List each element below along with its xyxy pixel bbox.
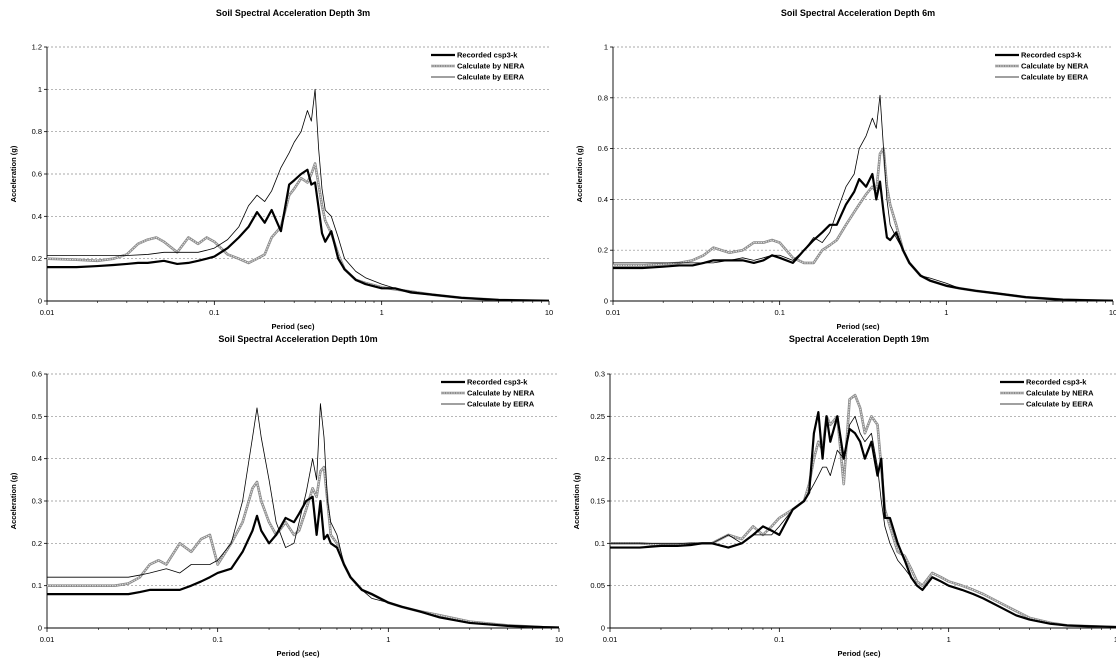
series-line-calculate-by-eera bbox=[613, 94, 1113, 301]
y-axis-label: Acceleration (g) bbox=[575, 145, 584, 202]
y-tick-label: 0 bbox=[601, 624, 605, 633]
legend-label: Calculate by NERA bbox=[467, 389, 535, 398]
x-tick-label: 1 bbox=[947, 635, 951, 644]
legend-label: Calculate by EERA bbox=[1021, 73, 1089, 82]
series-line-calculate-by-nera-hatch bbox=[47, 466, 559, 628]
series-line-recorded-csp3-k bbox=[613, 172, 1113, 301]
chart-title: Spectral Acceleration Depth 19m bbox=[789, 334, 929, 344]
chart-svg: Soil Spectral Acceleration Depth 6m 0 0.2 0… bbox=[575, 8, 1116, 331]
chart-depth-19m: Spectral Acceleration Depth 19m 0 0.05 0.1 0… bbox=[558, 332, 1116, 664]
x-tick-label: 0.1 bbox=[209, 308, 219, 317]
x-tick-label: 1 bbox=[380, 308, 384, 317]
y-axis-label: Acceleration (g) bbox=[9, 472, 18, 529]
series-line-calculate-by-nera-hatch bbox=[47, 162, 549, 301]
x-tick-label: 0.1 bbox=[212, 635, 222, 644]
y-tick-label: 0 bbox=[38, 624, 42, 633]
legend-label: Recorded csp3-k bbox=[1021, 51, 1082, 60]
y-tick-label: 0.5 bbox=[32, 412, 42, 421]
series-line-calculate-by-nera bbox=[47, 162, 549, 301]
chart-svg: Spectral Acceleration Depth 19m 0 0.05 0.1 0… bbox=[572, 334, 1116, 658]
chart-svg: Soil Spectral Acceleration Depth 10m 0 0.1… bbox=[9, 334, 563, 658]
y-tick-label: 1.2 bbox=[32, 43, 42, 52]
x-axis-label: Period (sec) bbox=[838, 649, 881, 658]
series-line-calculate-by-nera bbox=[47, 465, 559, 628]
series-line-calculate-by-nera-hatch bbox=[613, 148, 1113, 301]
x-tick-label: 0.01 bbox=[603, 635, 618, 644]
y-tick-label: 0.3 bbox=[595, 370, 605, 379]
series-line-recorded-csp3-k bbox=[47, 495, 559, 628]
legend-label: Calculate by NERA bbox=[457, 62, 525, 71]
legend-label: Calculate by EERA bbox=[1026, 400, 1094, 409]
x-tick-label: 0.01 bbox=[40, 308, 55, 317]
y-axis-label: Acceleration (g) bbox=[9, 145, 18, 202]
chart-svg: Soil Spectral Acceleration Depth 3m 0 0.2 0… bbox=[9, 8, 553, 331]
y-tick-label: 0.8 bbox=[598, 93, 608, 102]
y-tick-label: 0.1 bbox=[32, 581, 42, 590]
x-tick-label: 10 bbox=[545, 308, 553, 317]
chart-depth-6m: Soil Spectral Acceleration Depth 6m 0 0.2 0… bbox=[558, 0, 1116, 332]
y-tick-label: 0.4 bbox=[32, 454, 42, 463]
x-tick-label: 0.01 bbox=[606, 308, 621, 317]
x-tick-label: 0.01 bbox=[40, 635, 55, 644]
x-axis-label: Period (sec) bbox=[272, 322, 315, 331]
y-tick-label: 0.4 bbox=[598, 195, 608, 204]
series-line-recorded-csp3-k bbox=[47, 168, 549, 301]
x-axis-label: Period (sec) bbox=[837, 322, 880, 331]
y-tick-label: 1 bbox=[604, 43, 608, 52]
x-tick-label: 1 bbox=[386, 635, 390, 644]
y-tick-label: 0.6 bbox=[598, 144, 608, 153]
chart-depth-3m: Soil Spectral Acceleration Depth 3m 0 0.2 0… bbox=[0, 0, 558, 332]
legend-label: Calculate by EERA bbox=[457, 73, 525, 82]
y-tick-label: 0.2 bbox=[32, 539, 42, 548]
legend-label: Calculate by NERA bbox=[1026, 389, 1094, 398]
chart-title: Soil Spectral Acceleration Depth 10m bbox=[218, 334, 377, 344]
y-tick-label: 0.25 bbox=[590, 412, 605, 421]
x-axis-label: Period (sec) bbox=[277, 649, 320, 658]
legend-label: Recorded csp3-k bbox=[1026, 378, 1087, 387]
legend-label: Recorded csp3-k bbox=[467, 378, 528, 387]
legend-label: Calculate by NERA bbox=[1021, 62, 1089, 71]
x-tick-label: 0.1 bbox=[774, 635, 784, 644]
legend-label: Calculate by EERA bbox=[467, 400, 535, 409]
chart-depth-10m: Soil Spectral Acceleration Depth 10m 0 0.1… bbox=[0, 332, 563, 664]
y-axis-label: Acceleration (g) bbox=[572, 472, 581, 529]
series-line-calculate-by-eera bbox=[47, 88, 549, 301]
y-tick-label: 0.4 bbox=[32, 212, 42, 221]
x-tick-label: 0.1 bbox=[774, 308, 784, 317]
x-tick-label: 1 bbox=[944, 308, 948, 317]
y-tick-label: 0.1 bbox=[595, 539, 605, 548]
chart-title: Soil Spectral Acceleration Depth 6m bbox=[781, 8, 935, 18]
y-tick-label: 0 bbox=[604, 297, 608, 306]
series-line-calculate-by-nera bbox=[613, 147, 1113, 301]
y-tick-label: 0.3 bbox=[32, 497, 42, 506]
y-tick-label: 0.6 bbox=[32, 370, 42, 379]
y-tick-label: 0.2 bbox=[595, 454, 605, 463]
series-line-recorded-csp3-k bbox=[610, 411, 1116, 628]
y-tick-label: 0.6 bbox=[32, 170, 42, 179]
y-tick-label: 0.15 bbox=[590, 497, 605, 506]
legend-label: Recorded csp3-k bbox=[457, 51, 518, 60]
chart-title: Soil Spectral Acceleration Depth 3m bbox=[216, 8, 370, 18]
y-tick-label: 0.8 bbox=[32, 127, 42, 136]
y-tick-label: 0.2 bbox=[598, 246, 608, 255]
x-tick-label: 10 bbox=[1109, 308, 1116, 317]
y-tick-label: 0 bbox=[38, 297, 42, 306]
y-tick-label: 0.2 bbox=[32, 254, 42, 263]
x-tick-label: 10 bbox=[1114, 635, 1116, 644]
y-tick-label: 0.05 bbox=[590, 581, 605, 590]
y-tick-label: 1 bbox=[38, 85, 42, 94]
x-tick-label: 10 bbox=[555, 635, 563, 644]
series-line-calculate-by-nera bbox=[610, 393, 1116, 628]
